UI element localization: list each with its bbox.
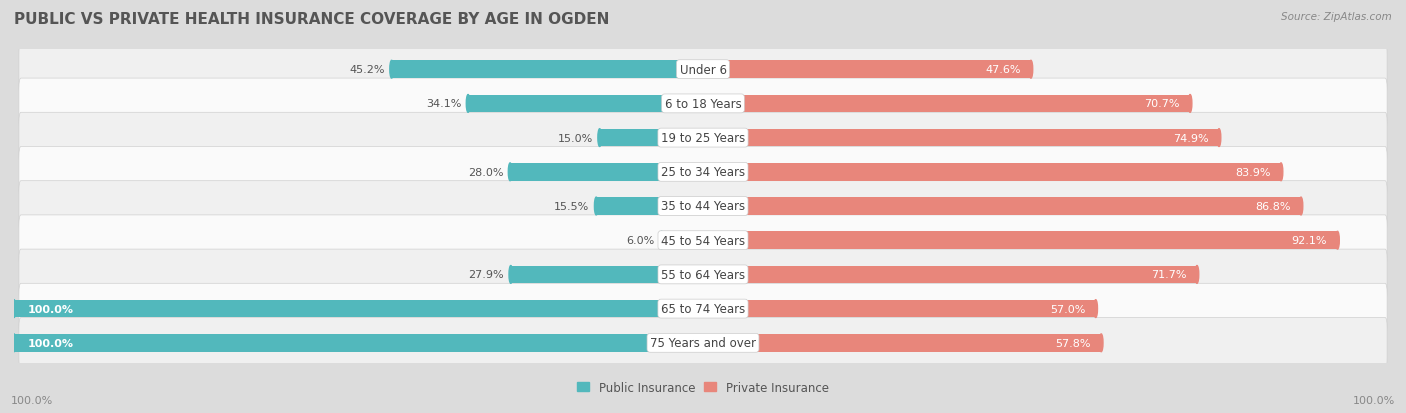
Bar xyxy=(703,266,1197,284)
Circle shape xyxy=(1336,232,1340,249)
Bar xyxy=(510,266,703,284)
Bar xyxy=(596,198,703,215)
Text: 65 to 74 Years: 65 to 74 Years xyxy=(661,302,745,316)
Bar xyxy=(703,334,1101,352)
FancyBboxPatch shape xyxy=(18,113,1388,164)
Bar xyxy=(703,95,1189,113)
Bar xyxy=(703,129,1219,147)
Text: Source: ZipAtlas.com: Source: ZipAtlas.com xyxy=(1281,12,1392,22)
Circle shape xyxy=(1279,164,1282,181)
Circle shape xyxy=(659,232,664,249)
FancyBboxPatch shape xyxy=(18,79,1388,129)
Circle shape xyxy=(1029,61,1033,79)
Text: 100.0%: 100.0% xyxy=(28,304,75,314)
Bar xyxy=(599,129,703,147)
Text: 47.6%: 47.6% xyxy=(986,65,1021,75)
Text: Under 6: Under 6 xyxy=(679,64,727,76)
Text: 25 to 34 Years: 25 to 34 Years xyxy=(661,166,745,179)
FancyBboxPatch shape xyxy=(18,181,1388,232)
Bar xyxy=(662,232,703,249)
Text: 27.9%: 27.9% xyxy=(468,270,503,280)
Circle shape xyxy=(1188,95,1192,113)
Circle shape xyxy=(1299,198,1303,215)
Text: 34.1%: 34.1% xyxy=(426,99,461,109)
Circle shape xyxy=(467,95,470,113)
Circle shape xyxy=(509,164,512,181)
Text: 92.1%: 92.1% xyxy=(1292,236,1327,246)
Circle shape xyxy=(598,129,602,147)
Circle shape xyxy=(13,334,15,352)
Circle shape xyxy=(1218,129,1220,147)
Text: PUBLIC VS PRIVATE HEALTH INSURANCE COVERAGE BY AGE IN OGDEN: PUBLIC VS PRIVATE HEALTH INSURANCE COVER… xyxy=(14,12,609,27)
Circle shape xyxy=(1094,300,1098,318)
Bar xyxy=(468,95,703,113)
Text: 86.8%: 86.8% xyxy=(1256,202,1291,211)
Circle shape xyxy=(389,61,394,79)
FancyBboxPatch shape xyxy=(18,45,1388,95)
Text: 15.5%: 15.5% xyxy=(554,202,589,211)
Circle shape xyxy=(13,300,15,318)
Text: 83.9%: 83.9% xyxy=(1236,167,1271,177)
Text: 100.0%: 100.0% xyxy=(11,395,53,405)
Text: 100.0%: 100.0% xyxy=(28,338,75,348)
FancyBboxPatch shape xyxy=(18,147,1388,198)
Bar xyxy=(703,164,1281,181)
Bar xyxy=(703,300,1095,318)
FancyBboxPatch shape xyxy=(18,215,1388,266)
Text: 75 Years and over: 75 Years and over xyxy=(650,337,756,349)
Text: 6.0%: 6.0% xyxy=(627,236,655,246)
Text: 28.0%: 28.0% xyxy=(468,167,503,177)
Text: 35 to 44 Years: 35 to 44 Years xyxy=(661,200,745,213)
Circle shape xyxy=(509,266,513,284)
Text: 19 to 25 Years: 19 to 25 Years xyxy=(661,132,745,145)
Text: 71.7%: 71.7% xyxy=(1152,270,1187,280)
Bar xyxy=(510,164,703,181)
Text: 57.8%: 57.8% xyxy=(1056,338,1091,348)
Circle shape xyxy=(1195,266,1199,284)
Bar xyxy=(14,334,703,352)
FancyBboxPatch shape xyxy=(18,284,1388,334)
Text: 15.0%: 15.0% xyxy=(558,133,593,143)
Bar xyxy=(703,198,1301,215)
Text: 45.2%: 45.2% xyxy=(349,65,385,75)
Text: 55 to 64 Years: 55 to 64 Years xyxy=(661,268,745,281)
FancyBboxPatch shape xyxy=(18,318,1388,368)
FancyBboxPatch shape xyxy=(18,249,1388,300)
Text: 100.0%: 100.0% xyxy=(1353,395,1395,405)
Text: 6 to 18 Years: 6 to 18 Years xyxy=(665,97,741,111)
Bar xyxy=(392,61,703,79)
Circle shape xyxy=(595,198,598,215)
Bar xyxy=(703,61,1031,79)
Text: 45 to 54 Years: 45 to 54 Years xyxy=(661,234,745,247)
Text: 57.0%: 57.0% xyxy=(1050,304,1085,314)
Legend: Public Insurance, Private Insurance: Public Insurance, Private Insurance xyxy=(572,376,834,399)
Bar xyxy=(14,300,703,318)
Text: 74.9%: 74.9% xyxy=(1173,133,1209,143)
Text: 70.7%: 70.7% xyxy=(1144,99,1180,109)
Bar xyxy=(703,232,1337,249)
Circle shape xyxy=(1099,334,1102,352)
